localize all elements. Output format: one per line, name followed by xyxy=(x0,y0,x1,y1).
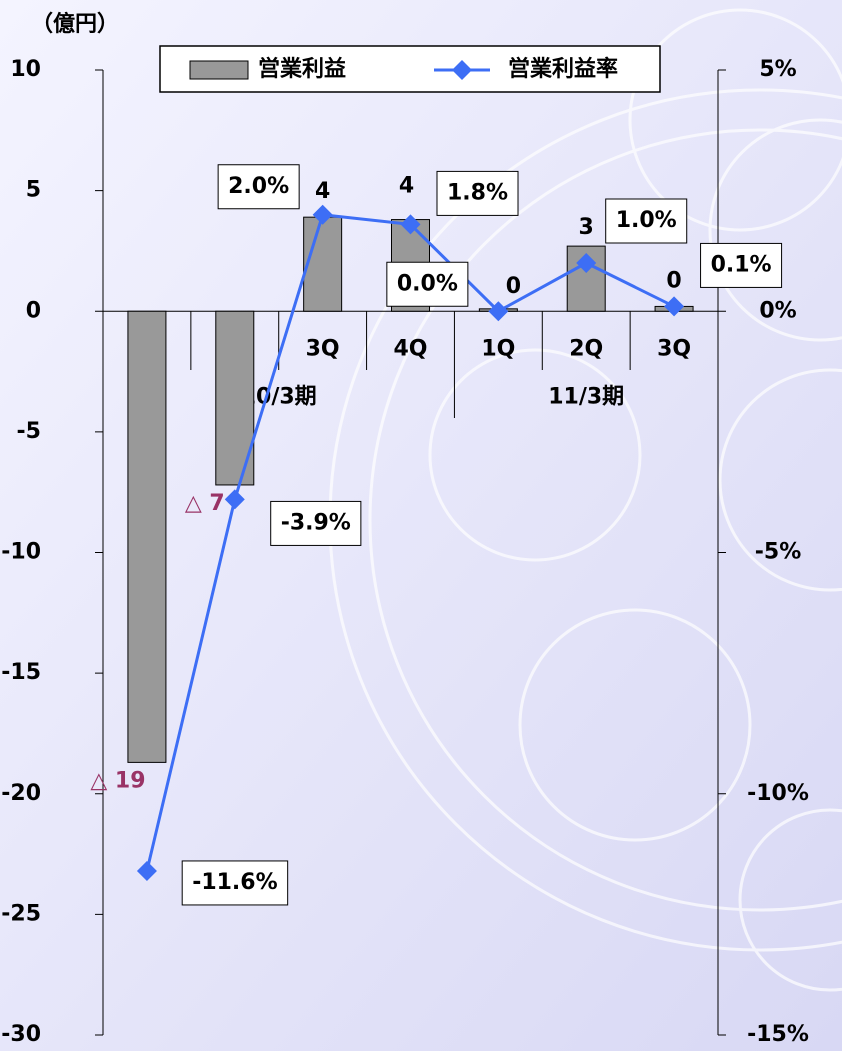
line-marker xyxy=(576,253,597,273)
bar-value-label: 0 xyxy=(666,268,681,293)
y2-tick-label: -15% xyxy=(747,1022,809,1047)
line-marker xyxy=(664,296,685,317)
y-tick-label: -30 xyxy=(1,1022,41,1047)
bar-value-label: 4 xyxy=(399,174,414,199)
legend-label: 営業利益 xyxy=(258,56,346,82)
y-tick-label: -20 xyxy=(1,781,41,806)
line-marker xyxy=(400,214,421,235)
line-marker xyxy=(488,301,509,322)
legend-swatch xyxy=(189,60,249,80)
bar-value-label: 3 xyxy=(579,215,594,240)
legend-label: 営業利益率 xyxy=(508,56,618,82)
line-value-label: 0.0% xyxy=(397,271,458,296)
y2-tick-label: -5% xyxy=(755,540,801,565)
line-value-label: 1.8% xyxy=(447,180,508,205)
x-tick-label: 4Q xyxy=(393,336,427,361)
y-axis-label: （億円） xyxy=(31,11,119,37)
bar xyxy=(303,216,343,312)
line-value-label: 1.0% xyxy=(616,208,677,233)
x-tick-label: 3Q xyxy=(306,336,340,361)
line-value-label: -11.6% xyxy=(192,870,277,895)
bar-value-label: 4 xyxy=(315,179,330,204)
y-tick-label: -25 xyxy=(1,901,41,926)
bar-value-label: 0 xyxy=(506,274,521,299)
y2-tick-label: -10% xyxy=(747,781,809,806)
line-marker xyxy=(312,204,333,225)
line-marker xyxy=(136,860,157,881)
y-tick-label: 10 xyxy=(10,57,41,82)
y-tick-label: 0 xyxy=(26,298,41,323)
line-value-label: 2.0% xyxy=(228,174,289,199)
value-label-box xyxy=(217,164,300,210)
value-label-box xyxy=(436,170,519,216)
group-label: 11/3期 xyxy=(548,384,624,409)
line-value-label: -3.9% xyxy=(281,510,351,535)
legend-marker xyxy=(452,60,472,80)
value-label-box xyxy=(386,261,469,307)
value-label-box xyxy=(270,500,362,546)
value-label-box xyxy=(605,198,688,244)
y-tick-label: 5 xyxy=(26,178,41,203)
x-tick-label: 3Q xyxy=(657,336,691,361)
y2-tick-label: 5% xyxy=(759,57,796,82)
y-tick-label: -5 xyxy=(17,419,41,444)
y2-tick-label: 0% xyxy=(759,298,796,323)
bar-value-label: △ 7 xyxy=(185,491,225,516)
bar-value-label: △ 19 xyxy=(90,768,145,793)
bar xyxy=(127,310,167,763)
line-marker xyxy=(224,489,245,510)
value-label-box xyxy=(700,242,783,288)
x-tick-label: 2Q xyxy=(569,336,603,361)
y-tick-label: -15 xyxy=(1,660,41,685)
x-tick-label: 1Q xyxy=(481,336,515,361)
line-value-label: 0.1% xyxy=(711,252,772,277)
y-tick-label: -10 xyxy=(1,540,41,565)
value-label-box xyxy=(181,860,289,906)
